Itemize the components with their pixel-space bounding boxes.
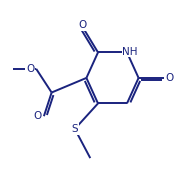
Text: NH: NH (122, 46, 138, 56)
Text: O: O (34, 111, 42, 121)
Text: O: O (78, 20, 87, 30)
Text: O: O (166, 73, 174, 83)
Text: S: S (72, 124, 78, 134)
Text: O: O (26, 64, 34, 74)
